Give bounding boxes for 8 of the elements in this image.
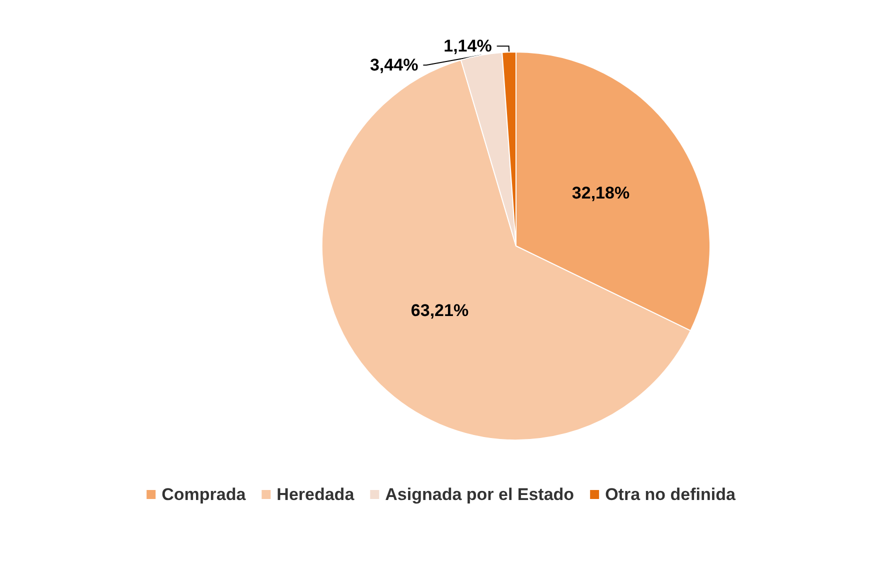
- legend-label: Comprada: [162, 485, 246, 504]
- legend-label: Asignada por el Estado: [385, 485, 574, 504]
- legend-label: Heredada: [276, 485, 355, 504]
- data-label: 63,21%: [410, 301, 469, 320]
- data-label: 3,44%: [370, 56, 418, 75]
- data-label: 1,14%: [444, 36, 492, 56]
- data-label: 32,18%: [572, 183, 630, 202]
- legend-label: Otra no definida: [605, 485, 736, 504]
